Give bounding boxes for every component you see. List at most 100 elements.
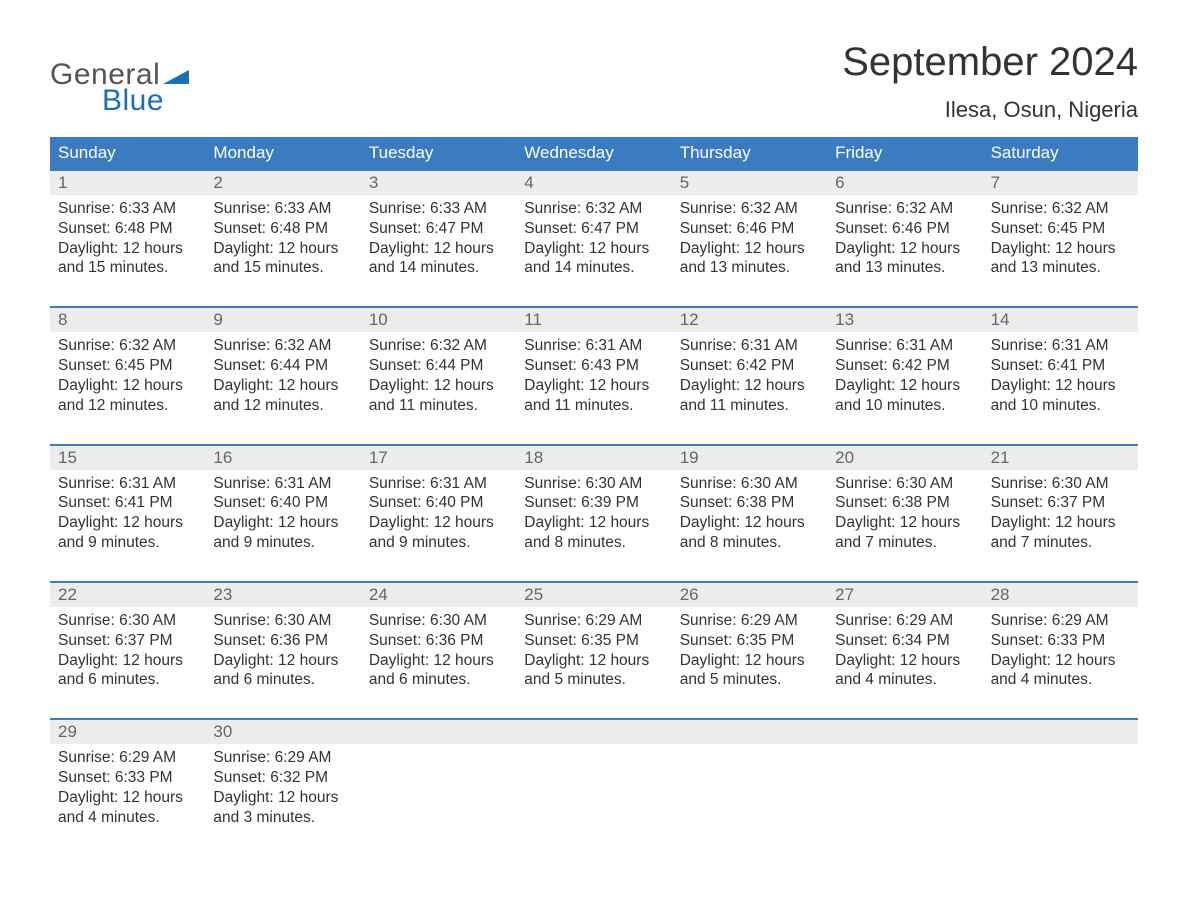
sunset-text: Sunset: 6:42 PM (835, 356, 974, 376)
month-title: September 2024 (842, 40, 1138, 85)
day-number: 9 (205, 308, 360, 332)
day-number: 22 (50, 583, 205, 607)
day-cell: Sunrise: 6:29 AMSunset: 6:35 PMDaylight:… (672, 607, 827, 690)
sunset-text: Sunset: 6:44 PM (213, 356, 352, 376)
day-cell: Sunrise: 6:31 AMSunset: 6:42 PMDaylight:… (827, 332, 982, 415)
sunrise-text: Sunrise: 6:32 AM (369, 336, 508, 356)
sunrise-text: Sunrise: 6:30 AM (369, 611, 508, 631)
day-number: 1 (50, 171, 205, 195)
daynum-row: 15161718192021 (50, 446, 1138, 470)
sunset-text: Sunset: 6:40 PM (213, 493, 352, 513)
header: General Blue September 2024 Ilesa, Osun,… (50, 40, 1138, 123)
title-block: September 2024 Ilesa, Osun, Nigeria (842, 40, 1138, 123)
daylight-text: Daylight: 12 hours and 6 minutes. (369, 651, 508, 691)
day-cell: Sunrise: 6:30 AMSunset: 6:36 PMDaylight:… (361, 607, 516, 690)
week-row: 15161718192021Sunrise: 6:31 AMSunset: 6:… (50, 444, 1138, 553)
daynum-row: 891011121314 (50, 308, 1138, 332)
sunrise-text: Sunrise: 6:30 AM (680, 474, 819, 494)
sunset-text: Sunset: 6:45 PM (991, 219, 1130, 239)
day-cell (516, 744, 671, 827)
weekday-header-row: SundayMondayTuesdayWednesdayThursdayFrid… (50, 137, 1138, 169)
daylight-text: Daylight: 12 hours and 6 minutes. (58, 651, 197, 691)
sunset-text: Sunset: 6:43 PM (524, 356, 663, 376)
day-cell: Sunrise: 6:31 AMSunset: 6:43 PMDaylight:… (516, 332, 671, 415)
sunset-text: Sunset: 6:45 PM (58, 356, 197, 376)
daylight-text: Daylight: 12 hours and 5 minutes. (680, 651, 819, 691)
daylight-text: Daylight: 12 hours and 12 minutes. (58, 376, 197, 416)
day-cell: Sunrise: 6:32 AMSunset: 6:47 PMDaylight:… (516, 195, 671, 278)
daylight-text: Daylight: 12 hours and 6 minutes. (213, 651, 352, 691)
weekday-header: Sunday (50, 137, 205, 169)
day-cell: Sunrise: 6:33 AMSunset: 6:48 PMDaylight:… (50, 195, 205, 278)
daylight-text: Daylight: 12 hours and 13 minutes. (835, 239, 974, 279)
daylight-text: Daylight: 12 hours and 9 minutes. (213, 513, 352, 553)
day-number: 19 (672, 446, 827, 470)
sunset-text: Sunset: 6:47 PM (524, 219, 663, 239)
day-number: 16 (205, 446, 360, 470)
sunrise-text: Sunrise: 6:33 AM (58, 199, 197, 219)
day-cell (827, 744, 982, 827)
day-number: 29 (50, 720, 205, 744)
weekday-header: Thursday (672, 137, 827, 169)
logo: General Blue (50, 58, 189, 118)
sunset-text: Sunset: 6:39 PM (524, 493, 663, 513)
daynum-row: 2930 (50, 720, 1138, 744)
sunrise-text: Sunrise: 6:31 AM (835, 336, 974, 356)
day-number: 10 (361, 308, 516, 332)
daylight-text: Daylight: 12 hours and 15 minutes. (213, 239, 352, 279)
day-number (672, 720, 827, 744)
day-number: 21 (983, 446, 1138, 470)
daylight-text: Daylight: 12 hours and 13 minutes. (680, 239, 819, 279)
day-number: 26 (672, 583, 827, 607)
weekday-header: Friday (827, 137, 982, 169)
daynum-row: 1234567 (50, 171, 1138, 195)
sunset-text: Sunset: 6:41 PM (991, 356, 1130, 376)
sunrise-text: Sunrise: 6:30 AM (213, 611, 352, 631)
daylight-text: Daylight: 12 hours and 11 minutes. (369, 376, 508, 416)
day-number: 20 (827, 446, 982, 470)
daylight-text: Daylight: 12 hours and 3 minutes. (213, 788, 352, 828)
weeks-container: 1234567Sunrise: 6:33 AMSunset: 6:48 PMDa… (50, 169, 1138, 828)
day-cell: Sunrise: 6:32 AMSunset: 6:46 PMDaylight:… (672, 195, 827, 278)
day-cell: Sunrise: 6:32 AMSunset: 6:45 PMDaylight:… (50, 332, 205, 415)
daylight-text: Daylight: 12 hours and 15 minutes. (58, 239, 197, 279)
daylight-text: Daylight: 12 hours and 12 minutes. (213, 376, 352, 416)
daylight-text: Daylight: 12 hours and 8 minutes. (524, 513, 663, 553)
sunset-text: Sunset: 6:32 PM (213, 768, 352, 788)
week-row: 891011121314Sunrise: 6:32 AMSunset: 6:45… (50, 306, 1138, 415)
day-cell: Sunrise: 6:30 AMSunset: 6:36 PMDaylight:… (205, 607, 360, 690)
day-cell: Sunrise: 6:29 AMSunset: 6:35 PMDaylight:… (516, 607, 671, 690)
day-number: 8 (50, 308, 205, 332)
day-number: 14 (983, 308, 1138, 332)
sunset-text: Sunset: 6:35 PM (680, 631, 819, 651)
sunrise-text: Sunrise: 6:30 AM (991, 474, 1130, 494)
sunrise-text: Sunrise: 6:31 AM (369, 474, 508, 494)
sunrise-text: Sunrise: 6:29 AM (213, 748, 352, 768)
daylight-text: Daylight: 12 hours and 4 minutes. (991, 651, 1130, 691)
day-cell: Sunrise: 6:31 AMSunset: 6:40 PMDaylight:… (205, 470, 360, 553)
day-number: 15 (50, 446, 205, 470)
sunrise-text: Sunrise: 6:32 AM (58, 336, 197, 356)
day-cell: Sunrise: 6:32 AMSunset: 6:44 PMDaylight:… (205, 332, 360, 415)
sunrise-text: Sunrise: 6:29 AM (58, 748, 197, 768)
day-cell: Sunrise: 6:31 AMSunset: 6:41 PMDaylight:… (983, 332, 1138, 415)
sunset-text: Sunset: 6:33 PM (991, 631, 1130, 651)
week-row: 1234567Sunrise: 6:33 AMSunset: 6:48 PMDa… (50, 169, 1138, 278)
daylight-text: Daylight: 12 hours and 10 minutes. (835, 376, 974, 416)
daylight-text: Daylight: 12 hours and 9 minutes. (58, 513, 197, 553)
sunrise-text: Sunrise: 6:31 AM (213, 474, 352, 494)
day-cell (983, 744, 1138, 827)
sunset-text: Sunset: 6:48 PM (213, 219, 352, 239)
daylight-text: Daylight: 12 hours and 7 minutes. (991, 513, 1130, 553)
day-cell: Sunrise: 6:31 AMSunset: 6:40 PMDaylight:… (361, 470, 516, 553)
day-cell: Sunrise: 6:30 AMSunset: 6:38 PMDaylight:… (672, 470, 827, 553)
daylight-text: Daylight: 12 hours and 8 minutes. (680, 513, 819, 553)
daylight-text: Daylight: 12 hours and 4 minutes. (835, 651, 974, 691)
logo-text-blue: Blue (102, 84, 164, 118)
calendar: SundayMondayTuesdayWednesdayThursdayFrid… (50, 137, 1138, 828)
day-cell: Sunrise: 6:30 AMSunset: 6:37 PMDaylight:… (983, 470, 1138, 553)
day-number: 18 (516, 446, 671, 470)
day-number (983, 720, 1138, 744)
daylight-text: Daylight: 12 hours and 9 minutes. (369, 513, 508, 553)
sunrise-text: Sunrise: 6:32 AM (213, 336, 352, 356)
